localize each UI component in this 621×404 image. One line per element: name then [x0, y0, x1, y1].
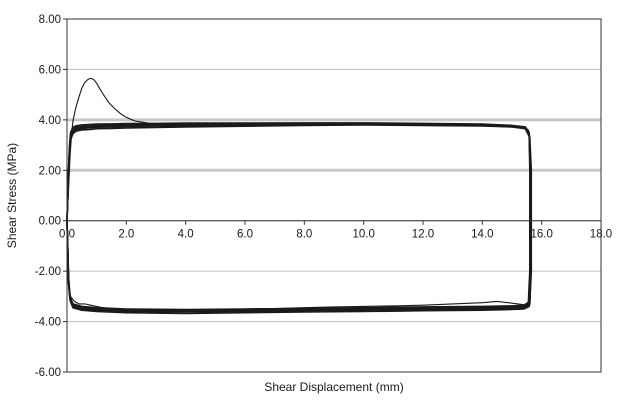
x-tick-label: 14.0 — [471, 229, 493, 241]
plot-frame — [66, 18, 602, 373]
x-tick-label: 4.0 — [178, 229, 194, 241]
y-tick-label: -2.00 — [35, 266, 61, 278]
x-tick-label: 0.0 — [59, 229, 75, 241]
series-line-4 — [66, 122, 532, 313]
y-tick-label: -6.00 — [35, 367, 61, 379]
x-tick-label: 16.0 — [530, 229, 552, 241]
x-axis-title: Shear Displacement (mm) — [264, 380, 403, 394]
y-tick-label: 6.00 — [39, 64, 61, 76]
y-tick-label: 4.00 — [39, 115, 61, 127]
y-axis-title: Shear Stress (MPa) — [5, 143, 19, 248]
y-tick-label: 8.00 — [39, 14, 61, 26]
y-tick-label: -4.00 — [35, 317, 61, 329]
x-tick-label: 12.0 — [412, 229, 434, 241]
x-tick-label: 2.0 — [118, 229, 134, 241]
series-line-7 — [66, 123, 531, 311]
axes — [63, 18, 602, 373]
series-lines — [66, 77, 533, 315]
x-tick-label: 18.0 — [590, 229, 612, 241]
x-tick-label: 6.0 — [237, 229, 253, 241]
tick-labels: 0.0 2.0 4.0 6.0 8.0 10.0 12.0 14.0 16.0 18.0 8.00 6… — [35, 14, 612, 379]
series-line-5 — [66, 122, 532, 315]
series-line-6 — [66, 123, 532, 313]
x-tick-label: 8.0 — [296, 229, 312, 241]
series-line-1 — [66, 77, 531, 311]
x-tick-label: 10.0 — [352, 229, 374, 241]
series-line-3 — [66, 123, 531, 312]
y-tick-label: 0.00 — [39, 216, 61, 228]
series-line-2 — [66, 124, 533, 311]
gridlines — [67, 18, 601, 373]
y-tick-label: 2.00 — [39, 165, 61, 177]
